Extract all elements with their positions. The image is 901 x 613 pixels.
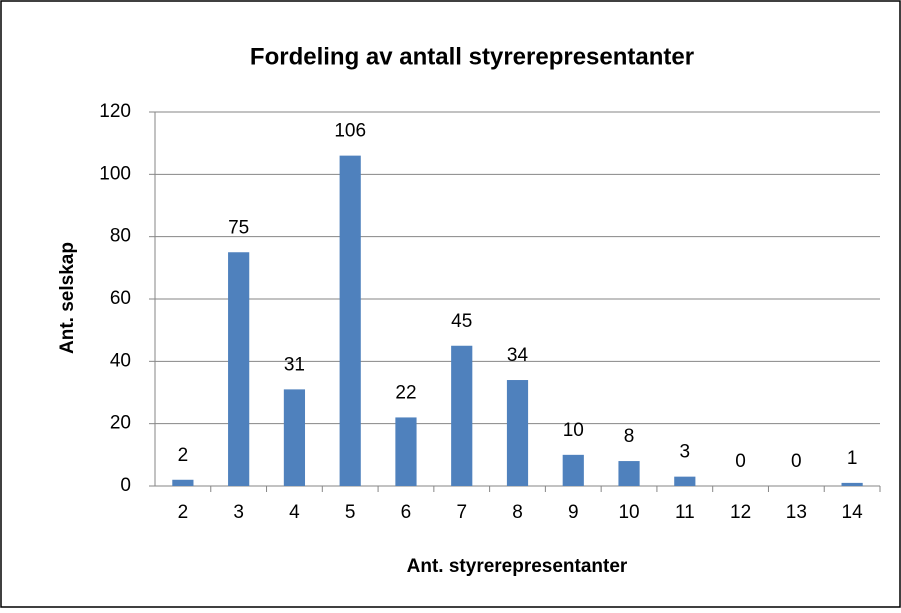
x-tick-label: 7 — [456, 502, 467, 523]
bar — [562, 454, 584, 486]
bar — [674, 476, 696, 486]
data-label: 0 — [735, 451, 746, 472]
data-label: 8 — [624, 426, 635, 447]
y-tick-label: 80 — [110, 226, 131, 247]
x-tick-label: 6 — [401, 502, 412, 523]
x-tick-label: 11 — [675, 502, 695, 523]
data-label: 10 — [563, 420, 584, 441]
data-label: 45 — [451, 311, 472, 332]
x-tick-label: 5 — [345, 502, 356, 523]
bar — [841, 482, 863, 486]
bar — [618, 461, 640, 486]
y-tick-label: 100 — [99, 163, 131, 184]
bar — [395, 417, 417, 486]
y-axis-label: Ant. selskap — [57, 242, 78, 354]
data-label: 1 — [847, 448, 858, 469]
bar — [451, 345, 473, 486]
y-tick-label: 0 — [120, 475, 131, 496]
x-tick-label: 3 — [233, 502, 244, 523]
x-tick-label: 13 — [786, 502, 807, 523]
data-label: 22 — [395, 382, 416, 403]
bar — [283, 389, 306, 486]
bar — [228, 252, 250, 486]
data-label: 31 — [284, 354, 305, 375]
x-tick-label: 14 — [842, 502, 864, 523]
x-tick-label: 2 — [178, 502, 189, 523]
x-tick-label: 9 — [568, 502, 579, 523]
y-tick-label: 20 — [110, 413, 131, 434]
bar — [506, 380, 529, 486]
data-label: 2 — [178, 445, 189, 466]
x-tick-label: 4 — [289, 502, 300, 523]
data-label: 34 — [507, 345, 529, 366]
data-label: 3 — [680, 442, 691, 463]
bar — [172, 479, 194, 486]
data-label: 106 — [334, 121, 366, 142]
chart-title: Fordeling av antall styrerepresentanter — [250, 43, 694, 70]
data-label: 75 — [228, 217, 249, 238]
x-tick-label: 12 — [730, 502, 751, 523]
bar — [339, 155, 361, 486]
x-tick-label: 10 — [618, 502, 639, 523]
x-tick-label: 8 — [512, 502, 523, 523]
y-tick-label: 120 — [99, 101, 131, 122]
y-tick-label: 60 — [110, 288, 131, 309]
y-tick-label: 40 — [110, 350, 131, 371]
data-label: 0 — [791, 451, 802, 472]
x-axis-label: Ant. styrerepresentanter — [407, 556, 628, 577]
